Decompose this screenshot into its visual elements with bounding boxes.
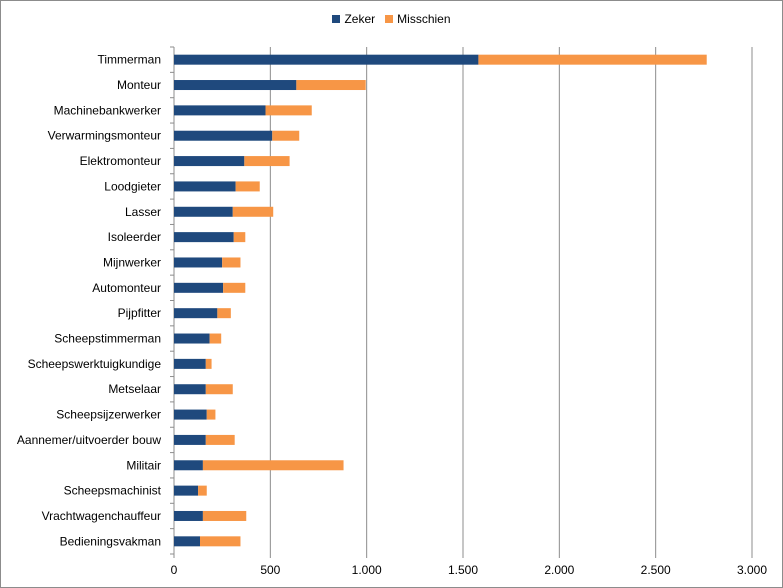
y-category-label: Elektromonteur (80, 154, 161, 168)
y-category-label: Vrachtwagenchauffeur (42, 509, 161, 523)
bar-misschien (209, 333, 222, 344)
bar-zeker (174, 384, 206, 395)
bar-zeker (174, 282, 224, 293)
y-category-label: Bedieningsvakman (60, 534, 161, 548)
bar-misschien (265, 105, 312, 116)
bar-zeker (174, 409, 207, 420)
bar-zeker (174, 536, 201, 547)
legend-item-zeker: Zeker (332, 12, 375, 26)
bar-misschien (222, 257, 241, 268)
x-tick-label: 1.000 (352, 563, 382, 577)
bar-misschien (200, 536, 241, 547)
bar-misschien (244, 156, 290, 167)
y-category-label: Scheepswerktuigkundige (28, 357, 162, 371)
bar-zeker (174, 130, 273, 141)
bar-zeker (174, 80, 297, 91)
bar-zeker (174, 358, 206, 369)
bar-zeker (174, 257, 223, 268)
bar-misschien (235, 181, 260, 192)
y-category-label: Loodgieter (104, 179, 161, 193)
y-category-label: Machinebankwerker (54, 103, 161, 117)
y-category-label: Scheepsijzerwerker (56, 408, 161, 422)
bar-zeker (174, 105, 266, 116)
bar-zeker (174, 156, 245, 167)
x-tick-label: 2.000 (544, 563, 574, 577)
bar-misschien (202, 460, 344, 471)
y-category-label: Mijnwerker (103, 255, 161, 269)
x-tick-label: 1.500 (448, 563, 478, 577)
y-category-label: Timmerman (97, 53, 161, 67)
bar-zeker (174, 460, 203, 471)
y-category-label: Pijpfitter (118, 306, 161, 320)
bar-misschien (233, 232, 246, 243)
bar-misschien (296, 80, 366, 91)
bar-zeker (174, 434, 206, 445)
y-category-label: Militair (126, 458, 161, 472)
bar-zeker (174, 333, 210, 344)
bar-misschien (198, 485, 207, 496)
y-category-label: Metselaar (108, 382, 161, 396)
bar-misschien (205, 434, 235, 445)
y-category-label: Scheepstimmerman (54, 332, 161, 346)
legend-label-zeker: Zeker (344, 12, 376, 26)
bar-misschien (232, 206, 274, 217)
bar-zeker (174, 232, 234, 243)
legend-swatch-misschien (385, 15, 394, 23)
bar-zeker (174, 54, 479, 65)
legend-swatch-zeker (332, 15, 341, 23)
x-tick-label: 3.000 (737, 563, 767, 577)
legend-label-misschien: Misschien (397, 12, 451, 26)
bar-misschien (272, 130, 300, 141)
x-tick-label: 0 (171, 563, 178, 577)
y-category-label: Automonteur (92, 281, 161, 295)
bar-misschien (217, 308, 231, 319)
bar-misschien (478, 54, 707, 65)
bar-zeker (174, 510, 203, 521)
bar-misschien (205, 384, 233, 395)
y-category-label: Verwarmingsmonteur (48, 129, 161, 143)
bar-zeker (174, 308, 218, 319)
x-tick-label: 2.500 (641, 563, 671, 577)
bar-misschien (223, 282, 246, 293)
bar-zeker (174, 206, 233, 217)
bar-misschien (206, 409, 216, 420)
y-category-label: Monteur (117, 78, 161, 92)
y-category-label: Lasser (125, 205, 161, 219)
legend-item-misschien: Misschien (385, 12, 451, 26)
chart-legend: Zeker Misschien (0, 12, 783, 26)
bar-zeker (174, 485, 199, 496)
y-category-label: Scheepsmachinist (64, 484, 162, 498)
bar-misschien (205, 358, 212, 369)
y-category-label: Aannemer/uitvoerder bouw (17, 433, 161, 447)
bar-zeker (174, 181, 236, 192)
y-category-label: Isoleerder (108, 230, 161, 244)
bar-misschien (202, 510, 247, 521)
x-tick-label: 500 (260, 563, 280, 577)
